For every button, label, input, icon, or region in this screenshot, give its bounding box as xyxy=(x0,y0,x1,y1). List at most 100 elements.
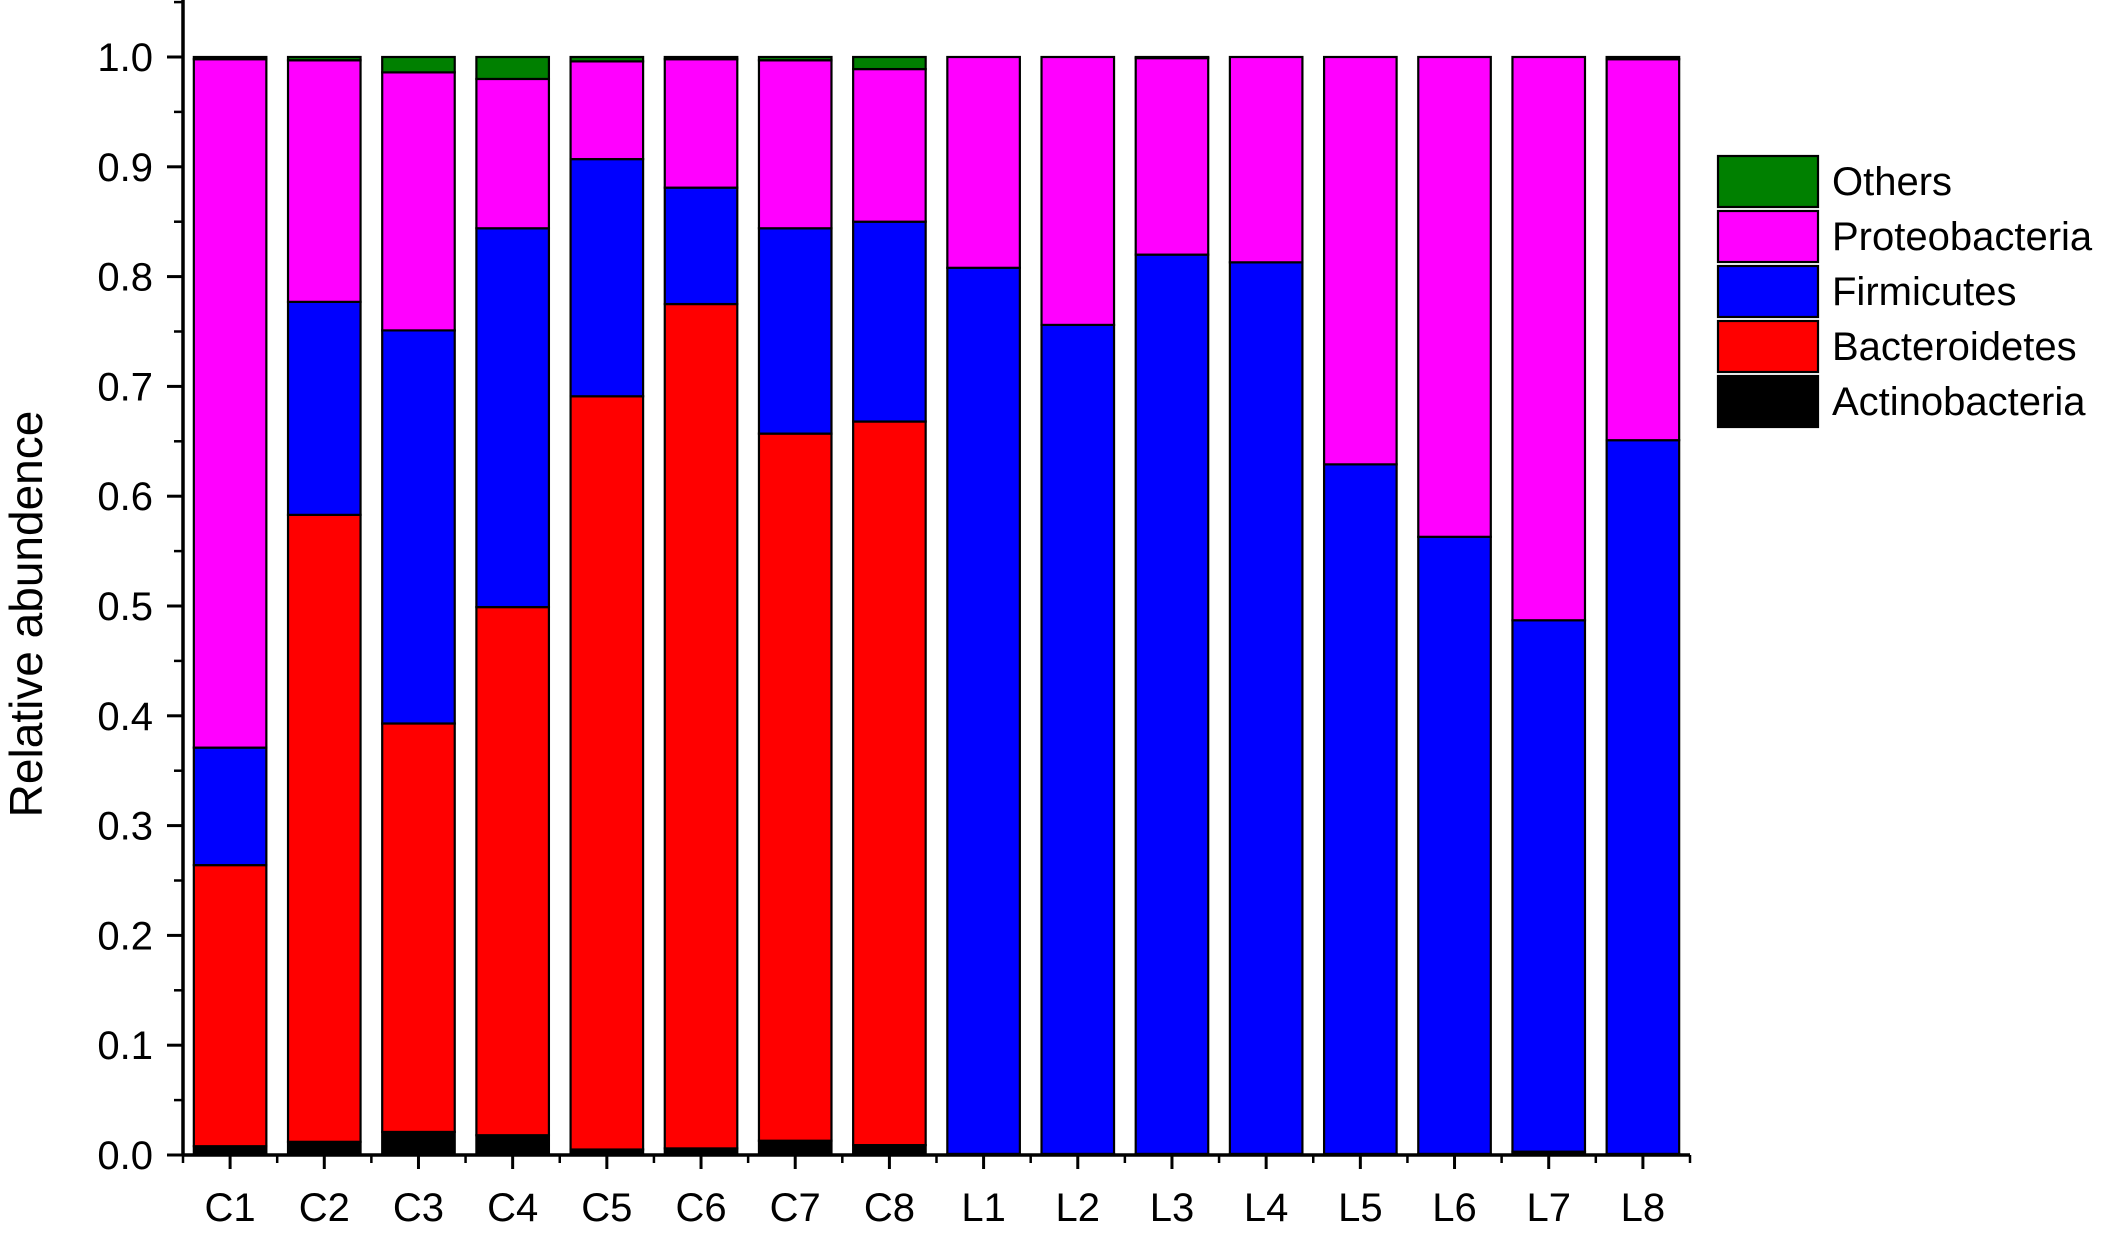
legend-swatch xyxy=(1716,374,1820,429)
bar-others-c7 xyxy=(757,55,833,62)
x-tick-label: C7 xyxy=(770,1186,821,1230)
bar-stack-l4 xyxy=(1228,55,1304,1157)
bar-actinobacteria-c3 xyxy=(381,1130,456,1157)
legend-swatch xyxy=(1716,319,1820,374)
bar-stack-l7 xyxy=(1511,55,1587,1157)
bar-stack-l3 xyxy=(1134,55,1210,1157)
bar-stack-l6 xyxy=(1417,55,1492,1157)
legend-item-bacteroidetes: Bacteroidetes xyxy=(1716,319,2077,374)
bar-firmicutes-c7 xyxy=(757,227,833,435)
legend-label: Bacteroidetes xyxy=(1832,325,2077,369)
bar-firmicutes-l5 xyxy=(1322,463,1398,1156)
x-tick-label: L6 xyxy=(1432,1186,1477,1230)
bar-others-c1 xyxy=(192,55,268,61)
y-tick-label: 0.7 xyxy=(97,365,153,409)
bar-proteobacteria-c3 xyxy=(381,71,456,332)
x-tick-label: L1 xyxy=(961,1186,1006,1230)
bar-firmicutes-l3 xyxy=(1134,253,1210,1156)
bar-stack-c1 xyxy=(192,55,268,1157)
legend-label: Proteobacteria xyxy=(1832,215,2093,259)
legend-label: Firmicutes xyxy=(1832,270,2016,314)
bar-proteobacteria-l5 xyxy=(1322,55,1398,466)
bar-stack-c8 xyxy=(852,55,927,1157)
bar-bacteroidetes-c1 xyxy=(192,864,268,1148)
x-tick-label: C2 xyxy=(299,1186,350,1230)
bar-firmicutes-l6 xyxy=(1417,535,1492,1156)
bar-bacteroidetes-c3 xyxy=(381,722,456,1134)
y-tick-label: 0.3 xyxy=(97,805,153,849)
bar-bacteroidetes-c8 xyxy=(852,420,927,1147)
bar-others-c5 xyxy=(569,55,645,63)
y-tick-label: 0.1 xyxy=(97,1024,153,1068)
bar-proteobacteria-l4 xyxy=(1228,55,1304,264)
bar-proteobacteria-c5 xyxy=(569,60,645,161)
bar-actinobacteria-c7 xyxy=(757,1139,833,1157)
bar-actinobacteria-c2 xyxy=(286,1140,362,1157)
bar-others-l3 xyxy=(1134,55,1210,60)
bar-stack-l8 xyxy=(1605,55,1681,1157)
y-tick-label: 1.0 xyxy=(97,36,153,80)
y-tick-label: 0.2 xyxy=(97,914,153,958)
bar-stack-l1 xyxy=(946,55,1021,1157)
y-tick-label: 0.6 xyxy=(97,475,153,519)
bar-stack-c3 xyxy=(381,55,456,1157)
x-tick-label: L5 xyxy=(1338,1186,1383,1230)
bar-stack-c4 xyxy=(475,55,551,1157)
bar-bacteroidetes-c4 xyxy=(475,605,551,1137)
legend-item-actinobacteria: Actinobacteria xyxy=(1716,374,2086,429)
y-tick-label: 0.4 xyxy=(97,695,153,739)
bar-proteobacteria-c7 xyxy=(757,59,833,230)
x-tick-label: L2 xyxy=(1056,1186,1101,1230)
bar-firmicutes-l7 xyxy=(1511,619,1587,1153)
legend-swatch xyxy=(1716,264,1820,319)
bar-proteobacteria-l7 xyxy=(1511,55,1587,622)
bar-others-c8 xyxy=(852,55,927,71)
bar-bacteroidetes-c6 xyxy=(663,302,739,1150)
x-tick-label: L4 xyxy=(1244,1186,1289,1230)
legend-item-firmicutes: Firmicutes xyxy=(1716,264,2016,319)
bar-proteobacteria-l1 xyxy=(946,55,1021,269)
x-tick-label: C8 xyxy=(864,1186,915,1230)
y-tick-label: 0.5 xyxy=(97,585,153,629)
bar-stack-c5 xyxy=(569,55,645,1157)
bar-firmicutes-c5 xyxy=(569,158,645,398)
bar-stack-c2 xyxy=(286,55,362,1157)
bar-others-l8 xyxy=(1605,55,1681,61)
bar-proteobacteria-c4 xyxy=(475,77,551,230)
x-tick-label: C1 xyxy=(205,1186,256,1230)
bar-firmicutes-l4 xyxy=(1228,261,1304,1156)
bar-stack-c7 xyxy=(757,55,833,1157)
bar-proteobacteria-c1 xyxy=(192,58,268,749)
bar-firmicutes-l2 xyxy=(1040,323,1116,1156)
bar-firmicutes-c3 xyxy=(381,329,456,725)
bar-stack-l2 xyxy=(1040,55,1116,1157)
x-tick-label: L3 xyxy=(1150,1186,1195,1230)
bar-firmicutes-c4 xyxy=(475,227,551,609)
bar-proteobacteria-l3 xyxy=(1134,56,1210,256)
bar-firmicutes-l1 xyxy=(946,266,1021,1156)
bar-firmicutes-c1 xyxy=(192,746,268,867)
legend-item-others: Others xyxy=(1716,154,1952,209)
bar-firmicutes-c8 xyxy=(852,220,927,423)
x-tick-label: L7 xyxy=(1526,1186,1571,1230)
bar-proteobacteria-l2 xyxy=(1040,55,1116,327)
axes-layer: C1 C2 C3 C4 C5 C6 C7 C8 L1 L2 L3 L4 L5 L6 L7 L8 0.0 0.1 0.… xyxy=(97,0,1692,1230)
legend-swatch xyxy=(1716,209,1820,264)
y-tick-label: 0.9 xyxy=(97,146,153,190)
y-axis-title: Relative abundence xyxy=(0,411,52,818)
bar-proteobacteria-l8 xyxy=(1605,58,1681,442)
bar-others-c2 xyxy=(286,55,362,62)
legend-label: Others xyxy=(1832,160,1952,204)
bar-firmicutes-c6 xyxy=(663,186,739,306)
bar-others-c3 xyxy=(381,55,456,74)
legend-label: Actinobacteria xyxy=(1832,380,2086,424)
bar-others-c6 xyxy=(663,55,739,61)
bar-proteobacteria-c8 xyxy=(852,67,927,223)
bar-bacteroidetes-c7 xyxy=(757,432,833,1142)
bar-stack-c6 xyxy=(663,55,739,1157)
legend-swatch xyxy=(1716,154,1820,209)
bar-bacteroidetes-c2 xyxy=(286,513,362,1143)
y-tick-label: 0.0 xyxy=(97,1134,153,1178)
